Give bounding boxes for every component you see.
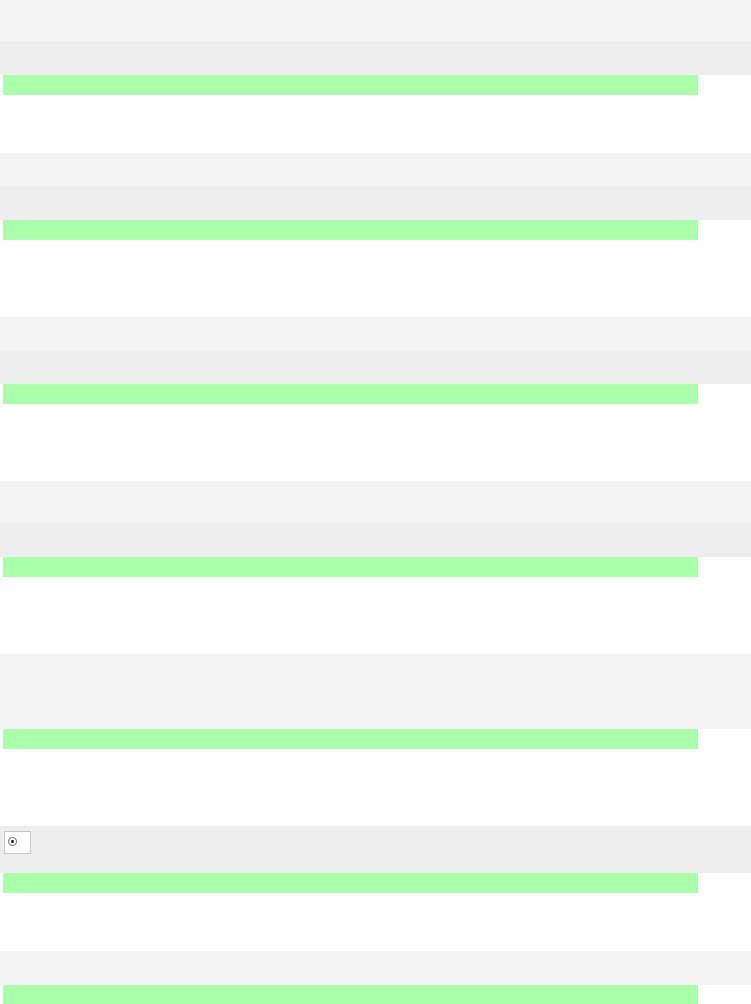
green-bar [3, 557, 698, 577]
green-bar [3, 220, 698, 240]
green-bar [3, 985, 698, 1004]
row-band [0, 41, 751, 75]
radio-button[interactable] [8, 837, 17, 846]
row-band [0, 826, 751, 873]
header-band [0, 153, 751, 186]
green-bar [3, 75, 698, 95]
green-bar [3, 384, 698, 404]
header-band [0, 481, 751, 523]
row-band [0, 351, 751, 384]
header-band [0, 0, 751, 41]
green-bar [3, 873, 698, 893]
row-band [0, 523, 751, 557]
radio-box[interactable] [4, 831, 31, 854]
header-band [0, 317, 751, 351]
header-band [0, 951, 751, 985]
green-bar [3, 729, 698, 749]
row-band [0, 186, 751, 220]
header-band [0, 654, 751, 729]
